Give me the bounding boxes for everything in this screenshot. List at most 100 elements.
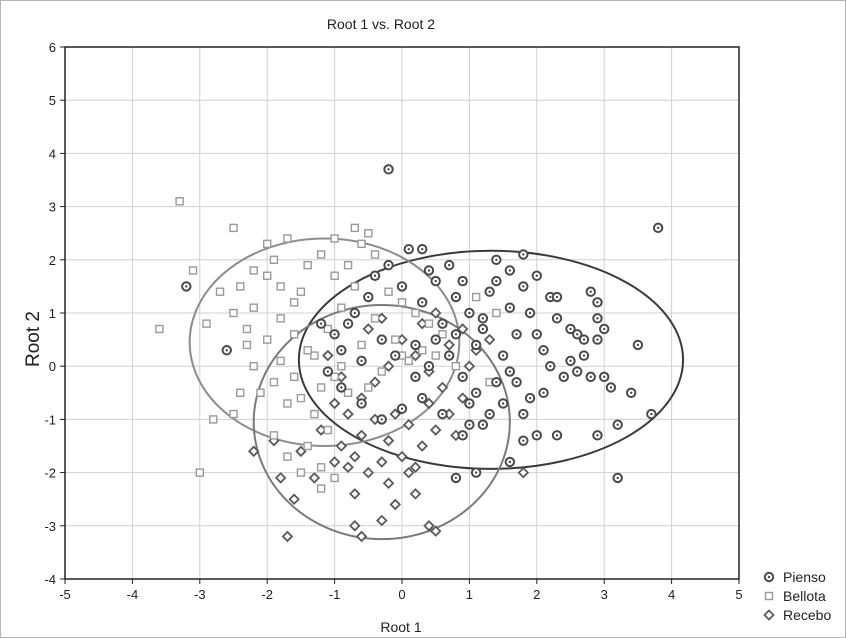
point-recebo	[349, 450, 361, 463]
point-pienso	[484, 286, 495, 297]
point-recebo	[456, 392, 469, 404]
point-pienso	[538, 387, 549, 398]
point-pienso	[592, 313, 603, 324]
point-pienso	[599, 371, 610, 383]
point-pienso	[531, 329, 542, 340]
point-bellota	[397, 298, 407, 307]
point-pienso	[477, 313, 489, 324]
point-pienso	[464, 307, 475, 319]
x-axis-title: Root 1	[380, 619, 421, 635]
point-pienso	[329, 329, 340, 340]
point-recebo	[382, 360, 395, 372]
x-tick-label: 5	[735, 587, 742, 602]
point-recebo	[409, 488, 422, 500]
point-recebo	[443, 339, 455, 351]
point-pienso	[565, 323, 576, 335]
point-pienso	[390, 350, 401, 361]
point-pienso	[585, 371, 596, 383]
point-recebo	[429, 424, 442, 436]
point-pienso	[592, 297, 603, 308]
point-bellota	[424, 319, 434, 328]
y-axis-title: Root 2	[23, 311, 44, 367]
x-tick-label: 2	[533, 587, 540, 602]
point-bellota	[418, 346, 427, 355]
point-bellota	[249, 266, 258, 275]
ellipse-bellota	[188, 237, 461, 448]
x-tick-label: -2	[261, 587, 273, 602]
point-pienso	[518, 435, 529, 446]
point-recebo	[369, 376, 381, 388]
point-pienso	[592, 334, 603, 345]
point-bellota	[343, 388, 353, 397]
legend: Pienso Bellota Recebo	[763, 569, 831, 623]
x-tick-label: 3	[601, 587, 608, 602]
point-pienso	[518, 408, 529, 420]
point-pienso	[396, 403, 408, 414]
point-pienso	[369, 270, 381, 281]
point-recebo	[382, 434, 395, 447]
point-pienso	[545, 361, 556, 372]
y-tick-label: 3	[49, 200, 56, 215]
point-bellota	[370, 314, 380, 323]
point-pienso	[518, 281, 529, 292]
point-bellota	[337, 303, 346, 312]
y-tick-label: 6	[49, 40, 56, 55]
point-pienso	[383, 259, 394, 271]
point-bellota	[242, 340, 252, 350]
point-bellota	[337, 362, 346, 371]
point-pienso	[417, 297, 428, 308]
point-pienso	[437, 318, 448, 329]
point-recebo	[349, 488, 361, 500]
point-recebo	[281, 530, 294, 543]
point-bellota	[384, 287, 393, 296]
point-recebo	[402, 418, 415, 431]
point-recebo	[517, 466, 530, 479]
point-pienso	[504, 366, 516, 377]
point-pienso	[383, 164, 394, 175]
point-pienso	[410, 339, 421, 351]
point-bellota	[256, 388, 265, 397]
data-points	[155, 164, 664, 543]
point-bellota	[391, 335, 400, 344]
x-tick-label: 1	[466, 587, 473, 602]
y-tick-label: 1	[49, 306, 56, 321]
point-recebo	[342, 461, 354, 474]
point-bellota	[330, 372, 339, 382]
legend-marker-pienso	[763, 571, 775, 583]
point-pienso	[457, 371, 468, 383]
point-bellota	[276, 356, 285, 366]
point-pienso	[477, 323, 489, 335]
x-axis: -5 -4 -3 -2 -1 0 1 2 3 4 5	[59, 579, 743, 602]
point-pienso	[511, 329, 522, 340]
point-recebo	[308, 472, 321, 484]
point-bellota	[296, 393, 306, 403]
point-bellota	[269, 431, 279, 440]
point-bellota	[188, 266, 198, 275]
point-bellota	[195, 468, 205, 477]
point-pienso	[376, 334, 387, 345]
point-bellota	[330, 234, 339, 243]
point-recebo	[349, 520, 361, 532]
point-bellota	[229, 409, 238, 419]
point-pienso	[470, 467, 482, 478]
point-pienso	[450, 291, 462, 303]
point-pienso	[457, 430, 468, 441]
point-bellota	[242, 324, 252, 334]
point-pienso	[511, 376, 522, 388]
point-recebo	[456, 323, 469, 335]
point-recebo	[423, 397, 435, 410]
point-pienso	[497, 350, 509, 361]
x-tick-label: -5	[59, 587, 71, 602]
point-bellota	[350, 223, 360, 233]
point-bellota	[289, 330, 299, 339]
x-tick-label: -3	[194, 587, 206, 602]
point-pienso	[423, 265, 435, 276]
point-bellota	[330, 473, 339, 483]
point-pienso	[356, 398, 367, 409]
point-pienso	[181, 281, 192, 292]
point-pienso	[417, 392, 428, 404]
point-pienso	[625, 387, 637, 398]
point-bellota	[296, 468, 306, 477]
